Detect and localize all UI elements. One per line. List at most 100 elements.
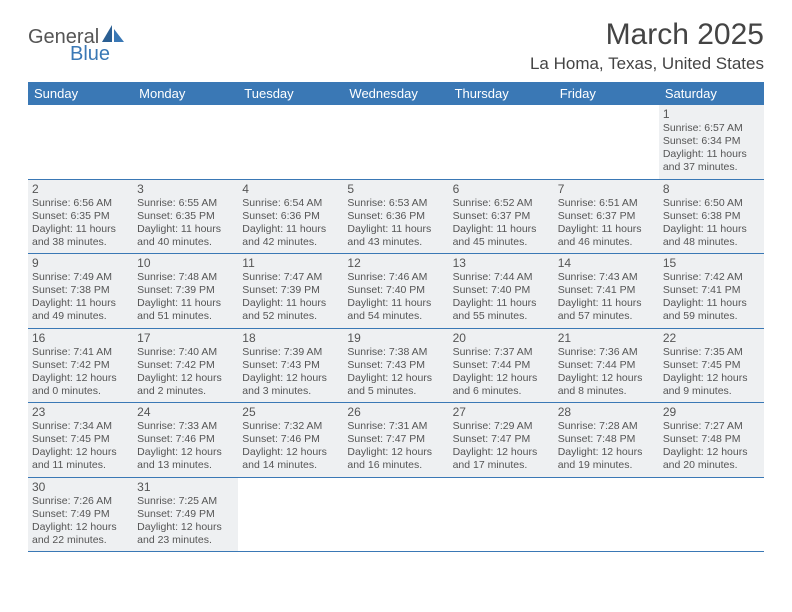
daylight-text: Daylight: 11 hours <box>137 297 234 310</box>
sunrise-text: Sunrise: 7:35 AM <box>663 346 760 359</box>
sunrise-text: Sunrise: 7:41 AM <box>32 346 129 359</box>
day-number: 23 <box>32 405 129 419</box>
day-cell: 4Sunrise: 6:54 AMSunset: 6:36 PMDaylight… <box>238 180 343 254</box>
sunrise-text: Sunrise: 7:49 AM <box>32 271 129 284</box>
sunset-text: Sunset: 7:41 PM <box>663 284 760 297</box>
week-row: 16Sunrise: 7:41 AMSunset: 7:42 PMDayligh… <box>28 329 764 404</box>
sunset-text: Sunset: 7:43 PM <box>347 359 444 372</box>
sunset-text: Sunset: 7:46 PM <box>137 433 234 446</box>
weekday-header: Saturday <box>659 82 764 105</box>
daylight-text-2: and 8 minutes. <box>558 385 655 398</box>
day-number: 1 <box>663 107 760 121</box>
daylight-text: Daylight: 11 hours <box>137 223 234 236</box>
weeks-container: 1Sunrise: 6:57 AMSunset: 6:34 PMDaylight… <box>28 105 764 552</box>
month-title: March 2025 <box>530 18 764 52</box>
weekday-header: Thursday <box>449 82 554 105</box>
sunrise-text: Sunrise: 7:46 AM <box>347 271 444 284</box>
sunrise-text: Sunrise: 7:44 AM <box>453 271 550 284</box>
sunset-text: Sunset: 6:35 PM <box>137 210 234 223</box>
daylight-text: Daylight: 12 hours <box>137 521 234 534</box>
sunrise-text: Sunrise: 7:48 AM <box>137 271 234 284</box>
sunset-text: Sunset: 7:40 PM <box>453 284 550 297</box>
daylight-text: Daylight: 11 hours <box>558 223 655 236</box>
daylight-text: Daylight: 11 hours <box>663 148 760 161</box>
daylight-text-2: and 13 minutes. <box>137 459 234 472</box>
daylight-text: Daylight: 11 hours <box>347 223 444 236</box>
day-number: 19 <box>347 331 444 345</box>
sunrise-text: Sunrise: 7:36 AM <box>558 346 655 359</box>
daylight-text: Daylight: 12 hours <box>32 521 129 534</box>
day-number: 16 <box>32 331 129 345</box>
day-number: 26 <box>347 405 444 419</box>
daylight-text-2: and 42 minutes. <box>242 236 339 249</box>
daylight-text-2: and 48 minutes. <box>663 236 760 249</box>
day-cell: 2Sunrise: 6:56 AMSunset: 6:35 PMDaylight… <box>28 180 133 254</box>
sunrise-text: Sunrise: 7:37 AM <box>453 346 550 359</box>
sunset-text: Sunset: 6:34 PM <box>663 135 760 148</box>
daylight-text: Daylight: 11 hours <box>663 297 760 310</box>
week-row: 2Sunrise: 6:56 AMSunset: 6:35 PMDaylight… <box>28 180 764 255</box>
sunrise-text: Sunrise: 6:56 AM <box>32 197 129 210</box>
day-cell: 11Sunrise: 7:47 AMSunset: 7:39 PMDayligh… <box>238 254 343 328</box>
sunset-text: Sunset: 7:42 PM <box>137 359 234 372</box>
daylight-text: Daylight: 12 hours <box>347 372 444 385</box>
day-cell: 21Sunrise: 7:36 AMSunset: 7:44 PMDayligh… <box>554 329 659 403</box>
daylight-text: Daylight: 11 hours <box>558 297 655 310</box>
day-cell: 5Sunrise: 6:53 AMSunset: 6:36 PMDaylight… <box>343 180 448 254</box>
sunrise-text: Sunrise: 7:38 AM <box>347 346 444 359</box>
day-number: 18 <box>242 331 339 345</box>
sunset-text: Sunset: 7:42 PM <box>32 359 129 372</box>
daylight-text-2: and 9 minutes. <box>663 385 760 398</box>
sunrise-text: Sunrise: 7:40 AM <box>137 346 234 359</box>
sunset-text: Sunset: 7:48 PM <box>558 433 655 446</box>
daylight-text-2: and 5 minutes. <box>347 385 444 398</box>
day-number: 20 <box>453 331 550 345</box>
sunset-text: Sunset: 7:47 PM <box>347 433 444 446</box>
location-text: La Homa, Texas, United States <box>530 54 764 74</box>
day-cell: 16Sunrise: 7:41 AMSunset: 7:42 PMDayligh… <box>28 329 133 403</box>
day-number: 2 <box>32 182 129 196</box>
sunrise-text: Sunrise: 7:25 AM <box>137 495 234 508</box>
daylight-text: Daylight: 12 hours <box>558 372 655 385</box>
day-cell <box>238 478 343 552</box>
day-cell <box>554 478 659 552</box>
sunrise-text: Sunrise: 7:28 AM <box>558 420 655 433</box>
day-cell: 30Sunrise: 7:26 AMSunset: 7:49 PMDayligh… <box>28 478 133 552</box>
week-row: 9Sunrise: 7:49 AMSunset: 7:38 PMDaylight… <box>28 254 764 329</box>
day-number: 13 <box>453 256 550 270</box>
sunset-text: Sunset: 7:44 PM <box>453 359 550 372</box>
sunrise-text: Sunrise: 6:55 AM <box>137 197 234 210</box>
day-cell <box>343 105 448 179</box>
sunset-text: Sunset: 6:38 PM <box>663 210 760 223</box>
sunset-text: Sunset: 7:40 PM <box>347 284 444 297</box>
sunset-text: Sunset: 7:38 PM <box>32 284 129 297</box>
day-number: 27 <box>453 405 550 419</box>
daylight-text: Daylight: 12 hours <box>242 372 339 385</box>
day-cell: 28Sunrise: 7:28 AMSunset: 7:48 PMDayligh… <box>554 403 659 477</box>
day-cell: 26Sunrise: 7:31 AMSunset: 7:47 PMDayligh… <box>343 403 448 477</box>
daylight-text: Daylight: 12 hours <box>242 446 339 459</box>
weekday-header: Tuesday <box>238 82 343 105</box>
day-number: 6 <box>453 182 550 196</box>
day-number: 31 <box>137 480 234 494</box>
day-cell: 10Sunrise: 7:48 AMSunset: 7:39 PMDayligh… <box>133 254 238 328</box>
day-cell: 1Sunrise: 6:57 AMSunset: 6:34 PMDaylight… <box>659 105 764 179</box>
day-cell: 27Sunrise: 7:29 AMSunset: 7:47 PMDayligh… <box>449 403 554 477</box>
daylight-text: Daylight: 12 hours <box>663 446 760 459</box>
sunrise-text: Sunrise: 7:29 AM <box>453 420 550 433</box>
daylight-text: Daylight: 11 hours <box>242 297 339 310</box>
logo-text-blue: Blue <box>70 43 127 66</box>
sunset-text: Sunset: 6:37 PM <box>453 210 550 223</box>
daylight-text-2: and 59 minutes. <box>663 310 760 323</box>
sunrise-text: Sunrise: 6:51 AM <box>558 197 655 210</box>
daylight-text: Daylight: 12 hours <box>453 372 550 385</box>
daylight-text-2: and 37 minutes. <box>663 161 760 174</box>
logo: GeneralBlue <box>28 18 127 66</box>
day-number: 4 <box>242 182 339 196</box>
sunrise-text: Sunrise: 7:31 AM <box>347 420 444 433</box>
day-number: 28 <box>558 405 655 419</box>
day-number: 3 <box>137 182 234 196</box>
daylight-text: Daylight: 11 hours <box>242 223 339 236</box>
day-cell: 17Sunrise: 7:40 AMSunset: 7:42 PMDayligh… <box>133 329 238 403</box>
daylight-text-2: and 38 minutes. <box>32 236 129 249</box>
